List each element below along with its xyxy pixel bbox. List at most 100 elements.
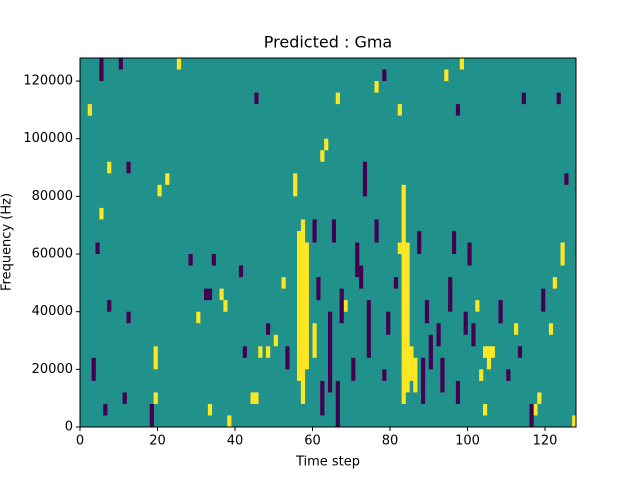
heatmap-cell: [304, 242, 309, 370]
heatmap-cell: [448, 277, 453, 312]
heatmap-cell: [258, 346, 263, 358]
heatmap-cell: [514, 323, 519, 335]
heatmap-cell: [374, 219, 379, 243]
heatmap-cell: [498, 300, 503, 324]
heatmap-cell: [250, 392, 255, 404]
heatmap-cell: [254, 92, 259, 105]
y-tick-label: 120000: [23, 74, 73, 89]
heatmap-cell: [428, 334, 433, 370]
heatmap-cell: [331, 219, 337, 243]
plot-frame: [79, 57, 577, 428]
heatmap-cell: [521, 92, 526, 105]
heatmap-cell: [328, 311, 333, 393]
y-tick-label: 40000: [32, 304, 73, 319]
y-tick-label: 100000: [23, 131, 73, 146]
heatmap-cell: [417, 230, 422, 255]
heatmap-cell: [176, 58, 182, 70]
heatmap-cell: [107, 161, 112, 174]
heatmap-cell: [335, 380, 340, 427]
heatmap-cell: [556, 92, 561, 105]
heatmap-cell: [421, 357, 426, 404]
x-tick-label: 100: [455, 434, 480, 449]
x-tick-label: 120: [533, 434, 558, 449]
heatmap-cell: [149, 403, 154, 427]
x-tick-label: 40: [227, 434, 244, 449]
heatmap-cell: [413, 357, 418, 393]
heatmap-cell: [207, 288, 213, 301]
y-tick-label: 60000: [32, 247, 73, 262]
x-tick-label: 20: [149, 434, 166, 449]
heatmap-cell: [300, 219, 306, 404]
heatmap-cell: [351, 357, 356, 381]
x-tick-label: 80: [382, 434, 399, 449]
heatmap-cell: [219, 288, 224, 301]
heatmap-cell: [126, 311, 131, 324]
heatmap-cell: [366, 300, 371, 358]
x-tick-label: 0: [76, 434, 84, 449]
heatmap-cell: [405, 242, 410, 393]
heatmap-cell: [324, 138, 329, 151]
heatmap-cell: [382, 69, 387, 82]
heatmap-cell: [552, 277, 557, 289]
y-tick-label: 80000: [32, 189, 73, 204]
heatmap-cell: [506, 369, 511, 381]
heatmap-cell: [343, 300, 348, 312]
heatmap-cell: [223, 300, 228, 312]
heatmap-cell: [293, 173, 298, 197]
heatmap-cell: [312, 323, 317, 358]
heatmap-cell: [204, 288, 209, 301]
heatmap-cell: [273, 334, 278, 347]
heatmap-cell: [548, 323, 554, 335]
heatmap-cell: [227, 415, 232, 427]
x-tick-label: 60: [304, 434, 321, 449]
heatmap-cell: [211, 254, 216, 266]
heatmap-cell: [91, 357, 96, 381]
heatmap-cell: [444, 69, 449, 82]
heatmap-cell: [490, 346, 495, 358]
heatmap-cell: [483, 346, 488, 358]
heatmap-cell: [517, 346, 523, 358]
heatmap-cell: [316, 277, 321, 301]
heatmap-cell: [397, 242, 402, 255]
heatmap-cell: [188, 254, 193, 266]
heatmap-cell: [165, 173, 170, 185]
heatmap-cell: [471, 323, 476, 347]
heatmap-cell: [118, 58, 123, 70]
heatmap-cell: [479, 369, 484, 381]
heatmap-cell: [401, 184, 406, 404]
heatmap-cell: [196, 311, 201, 324]
heatmap-cell: [374, 81, 379, 93]
heatmap-cell: [297, 230, 302, 381]
heatmap-cell: [362, 161, 368, 197]
heatmap-cell: [320, 380, 325, 416]
heatmap-cell: [541, 288, 546, 312]
heatmap-cell: [207, 403, 213, 416]
heatmap-cell: [436, 323, 441, 347]
heatmap-cell: [335, 92, 340, 105]
heatmap-cell: [355, 242, 360, 278]
heatmap-cell: [486, 346, 492, 370]
heatmap-cell: [463, 311, 468, 335]
heatmap-cell: [157, 184, 162, 197]
heatmap-cell: [455, 380, 461, 404]
heatmap-cell: [153, 392, 158, 404]
heatmap-cell: [285, 346, 290, 370]
y-axis-label: Frequency (Hz): [0, 193, 15, 291]
y-tick-label: 0: [65, 420, 73, 435]
heatmap-cell: [281, 277, 286, 289]
heatmap-cell: [382, 369, 387, 381]
heatmap-cell: [483, 403, 488, 416]
y-tick-label: 20000: [32, 362, 73, 377]
heatmap-cell: [122, 392, 127, 404]
heatmap-cell: [339, 288, 344, 324]
heatmap-cell: [537, 392, 542, 404]
heatmap-cell: [560, 242, 565, 266]
heatmap-cell: [467, 242, 472, 266]
heatmap-cell: [359, 265, 364, 289]
heatmap-cell: [126, 161, 131, 174]
x-axis-label: Time step: [295, 455, 360, 470]
heatmap-cell: [393, 277, 399, 289]
heatmap-cell: [95, 242, 100, 255]
heatmap-cell: [529, 403, 534, 427]
